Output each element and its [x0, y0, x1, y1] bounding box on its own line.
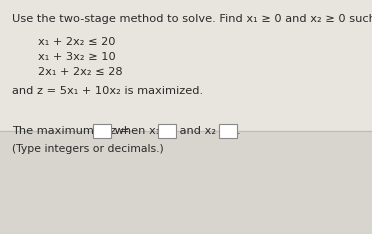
- Text: and x₂ =: and x₂ =: [176, 126, 232, 136]
- Text: Use the two-stage method to solve. Find x₁ ≥ 0 and x₂ ≥ 0 such that: Use the two-stage method to solve. Find …: [12, 14, 372, 24]
- Text: The maximum is z =: The maximum is z =: [12, 126, 133, 136]
- Text: x₁ + 2x₂ ≤ 20: x₁ + 2x₂ ≤ 20: [38, 37, 115, 47]
- Text: (Type integers or decimals.): (Type integers or decimals.): [12, 144, 164, 154]
- Text: and z = 5x₁ + 10x₂ is maximized.: and z = 5x₁ + 10x₂ is maximized.: [12, 86, 203, 96]
- Text: x₁ + 3x₂ ≥ 10: x₁ + 3x₂ ≥ 10: [38, 52, 116, 62]
- Bar: [219, 124, 237, 138]
- Text: when x₁ =: when x₁ =: [111, 126, 177, 136]
- Bar: [0, 0, 372, 131]
- Text: 2x₁ + 2x₂ ≤ 28: 2x₁ + 2x₂ ≤ 28: [38, 67, 123, 77]
- Text: .: .: [237, 126, 240, 136]
- Bar: [0, 131, 372, 234]
- Bar: [158, 124, 176, 138]
- Bar: [93, 124, 111, 138]
